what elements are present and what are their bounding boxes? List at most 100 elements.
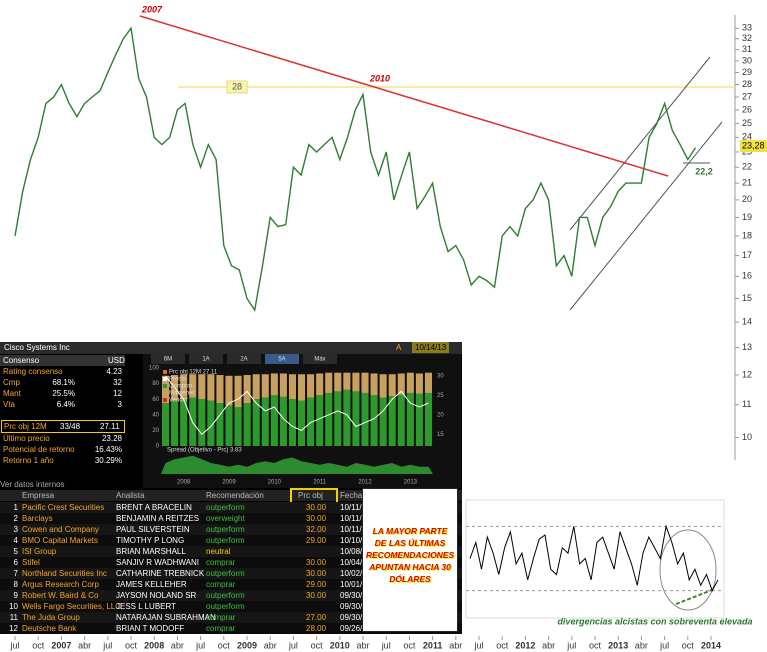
spread-label: Spread (Objetivo - Prc) 3.83 bbox=[167, 448, 242, 454]
y-tick-label: 28 bbox=[742, 79, 752, 89]
x-tick-label: oct bbox=[125, 640, 138, 650]
hold-bar bbox=[352, 372, 360, 392]
tab-label[interactable]: Máx bbox=[314, 357, 325, 363]
buy-bar bbox=[298, 400, 306, 446]
tab-label[interactable]: 6M bbox=[164, 357, 172, 363]
target-price: 27.00 bbox=[306, 613, 327, 622]
price-mini-line bbox=[165, 375, 429, 436]
buy-bar bbox=[252, 399, 260, 446]
hold-bar bbox=[198, 374, 206, 400]
y-tick-label: 31 bbox=[742, 44, 752, 54]
y-tick-label: 15 bbox=[742, 293, 752, 303]
tab[interactable] bbox=[265, 354, 299, 364]
y-tick-label: 18 bbox=[742, 230, 752, 240]
x-tick-label: abr bbox=[542, 640, 555, 650]
buy-bar bbox=[234, 407, 242, 446]
row-bg bbox=[0, 535, 462, 546]
table-header-bar bbox=[0, 490, 462, 501]
tab-label[interactable]: 5A bbox=[278, 357, 285, 363]
buy-bar bbox=[361, 392, 369, 446]
buy-bar bbox=[216, 403, 224, 446]
company: Cowen and Company bbox=[22, 525, 99, 534]
tab[interactable] bbox=[189, 354, 223, 364]
consensus-value: 4.23 bbox=[106, 367, 122, 376]
channel-lower bbox=[569, 121, 723, 311]
legend-swatch bbox=[163, 370, 167, 374]
mini-y-label: 0 bbox=[156, 444, 160, 450]
buy-bar bbox=[334, 391, 342, 446]
row-number: 6 bbox=[13, 558, 18, 567]
title-bar bbox=[0, 342, 462, 354]
row-bg bbox=[0, 513, 462, 524]
y-tick-label: 17 bbox=[742, 250, 752, 260]
x-tick-label: 2014 bbox=[701, 640, 721, 650]
mini-y-label: 100 bbox=[149, 366, 160, 372]
analyst: BRENT A BRACELIN bbox=[116, 503, 192, 512]
x-tick-label: abr bbox=[449, 640, 462, 650]
target-price: 30.00 bbox=[306, 503, 327, 512]
recommendation: outperform bbox=[206, 536, 245, 545]
mini-y-label: 60 bbox=[152, 397, 159, 403]
x-tick-label: abr bbox=[78, 640, 91, 650]
buy-bar bbox=[162, 403, 170, 446]
x-tick-label: abr bbox=[264, 640, 277, 650]
x-tick-label: abr bbox=[635, 640, 648, 650]
stat-label: Último precio bbox=[3, 434, 50, 443]
consensus-label: Vta bbox=[3, 400, 16, 409]
buy-bar bbox=[261, 397, 269, 446]
tab-label[interactable]: 1A bbox=[202, 357, 209, 363]
legend-swatch bbox=[163, 391, 167, 395]
internal-link[interactable]: Ver datos internos bbox=[0, 480, 65, 489]
x-tick-label: oct bbox=[496, 640, 509, 650]
note-line: RECOMENDACIONES bbox=[365, 550, 455, 560]
y-tick-label: 22 bbox=[742, 162, 752, 172]
consensus-pct: 6.4% bbox=[56, 400, 75, 409]
tab[interactable] bbox=[303, 354, 337, 364]
x-tick-label: 2010 bbox=[330, 640, 350, 650]
x-tick-label: jul bbox=[381, 640, 391, 650]
highlight-circle bbox=[659, 529, 717, 611]
mini-y2-label: 20 bbox=[437, 412, 444, 418]
analyst: JAYSON NOLAND SR bbox=[116, 591, 197, 600]
hold-bar bbox=[397, 373, 405, 395]
mini-year: 2011 bbox=[313, 480, 327, 486]
company: The Juda Group bbox=[22, 613, 80, 622]
row-bg bbox=[0, 524, 462, 535]
recommendation: comprar bbox=[206, 624, 236, 633]
tab[interactable] bbox=[151, 354, 185, 364]
tab[interactable] bbox=[227, 354, 261, 364]
hold-bar bbox=[388, 374, 396, 397]
row-bg bbox=[0, 590, 462, 601]
buy-bar bbox=[424, 392, 432, 446]
company: Stifel bbox=[22, 558, 40, 567]
consensus-header: USD bbox=[108, 356, 125, 365]
row-number: 7 bbox=[13, 569, 18, 578]
row-number: 4 bbox=[13, 536, 18, 545]
hold-bar bbox=[243, 375, 251, 404]
company: Northland Securities Inc bbox=[22, 569, 107, 578]
date: 09/30/13 bbox=[340, 613, 372, 622]
row-number: 8 bbox=[13, 580, 18, 589]
analyst: CATHARINE TREBNICK bbox=[116, 569, 205, 578]
x-tick-label: 2007 bbox=[51, 640, 71, 650]
buy-bar bbox=[388, 396, 396, 446]
buy-bar bbox=[316, 395, 324, 446]
buy-bar bbox=[180, 399, 188, 446]
analyst: PAUL SILVERSTEIN bbox=[116, 525, 190, 534]
buy-bar bbox=[379, 397, 387, 446]
y-tick-label: 30 bbox=[742, 55, 752, 65]
target-value: 27.11 bbox=[100, 422, 120, 431]
row-number: 12 bbox=[9, 624, 18, 633]
target-price: 29.00 bbox=[306, 536, 327, 545]
buy-bar bbox=[352, 391, 360, 446]
legend-label: Comprar bbox=[169, 384, 192, 390]
mini-year: 2013 bbox=[404, 480, 418, 486]
annotation: 28 bbox=[232, 81, 242, 91]
label-box bbox=[226, 80, 248, 94]
buy-bar bbox=[198, 399, 206, 446]
consensus-label: Mant bbox=[3, 389, 21, 398]
company: Barclays bbox=[22, 514, 53, 523]
tab-label[interactable]: 2A bbox=[240, 357, 247, 363]
recommendation: outperform bbox=[206, 602, 245, 611]
